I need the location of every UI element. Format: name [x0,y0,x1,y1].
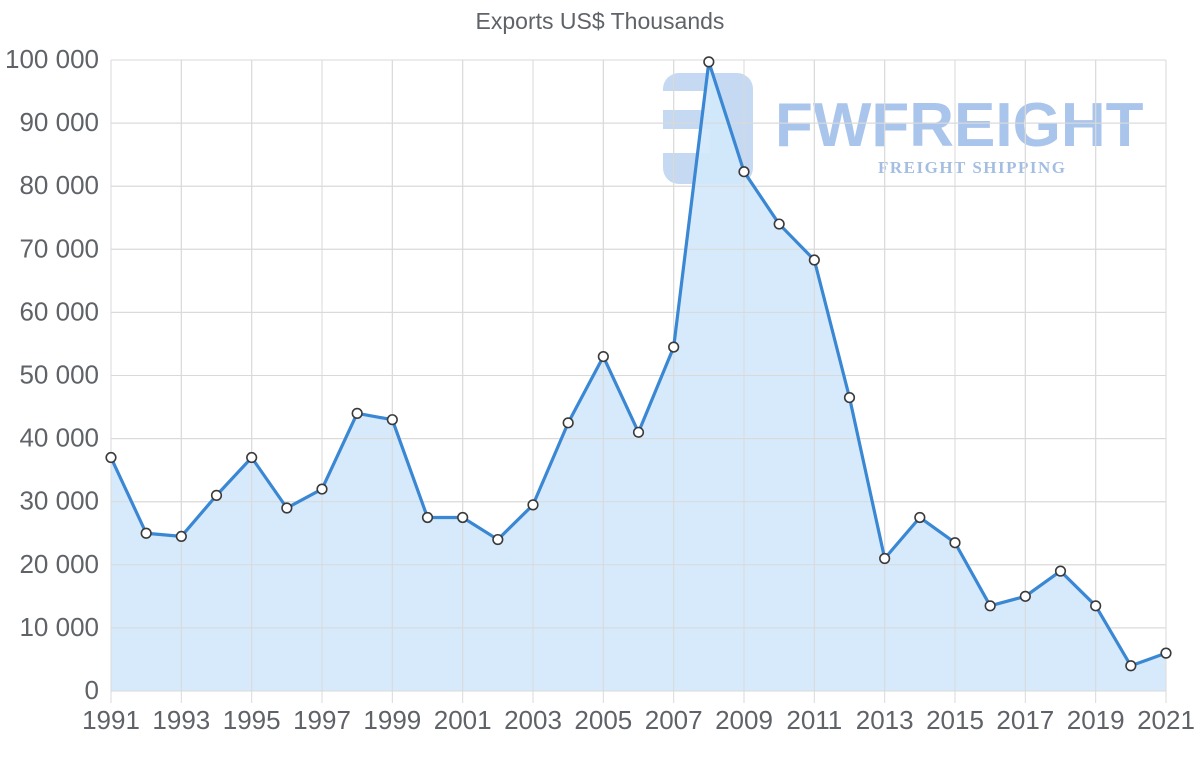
svg-text:60 000: 60 000 [19,296,99,326]
svg-text:2017: 2017 [996,705,1054,735]
svg-text:2003: 2003 [504,705,562,735]
svg-text:30 000: 30 000 [19,486,99,516]
svg-text:10 000: 10 000 [19,612,99,642]
svg-text:2005: 2005 [574,705,632,735]
svg-text:2015: 2015 [926,705,984,735]
svg-text:1991: 1991 [82,705,140,735]
svg-text:2021: 2021 [1137,705,1195,735]
svg-text:90 000: 90 000 [19,107,99,137]
svg-text:0: 0 [85,675,99,705]
svg-text:1997: 1997 [293,705,351,735]
svg-text:1999: 1999 [363,705,421,735]
svg-text:2011: 2011 [786,705,842,735]
svg-text:2007: 2007 [645,705,703,735]
svg-text:20 000: 20 000 [19,549,99,579]
svg-text:2019: 2019 [1067,705,1125,735]
svg-text:80 000: 80 000 [19,170,99,200]
svg-text:2009: 2009 [715,705,773,735]
svg-text:2001: 2001 [434,705,492,735]
svg-text:2013: 2013 [856,705,914,735]
svg-text:100 000: 100 000 [5,44,99,74]
svg-text:70 000: 70 000 [19,233,99,263]
svg-text:1993: 1993 [152,705,210,735]
svg-text:40 000: 40 000 [19,423,99,453]
svg-text:1995: 1995 [223,705,281,735]
svg-text:50 000: 50 000 [19,360,99,390]
